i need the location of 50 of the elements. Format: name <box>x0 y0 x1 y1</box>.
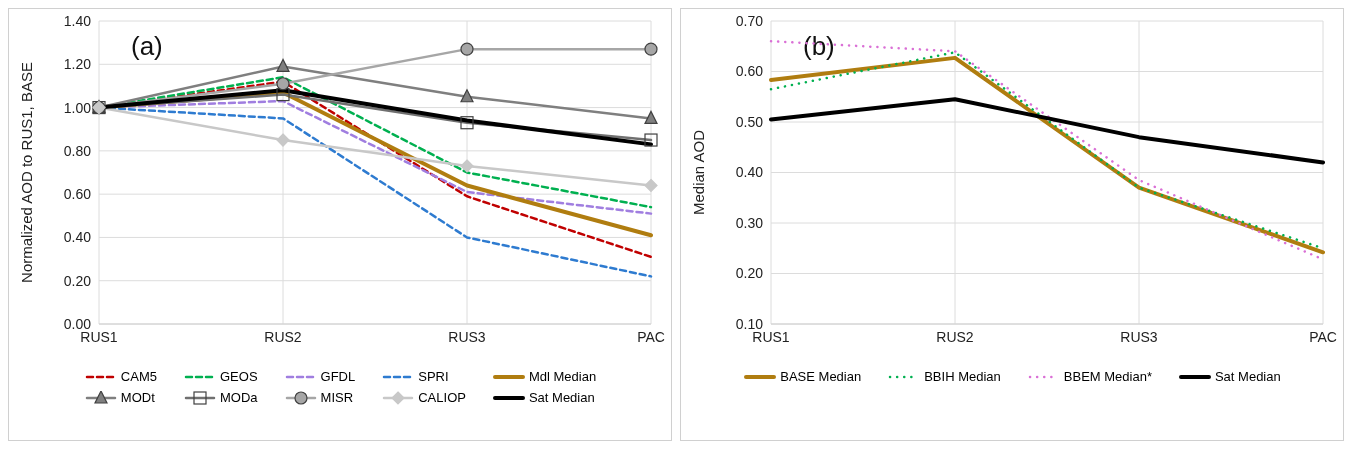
point <box>644 133 658 147</box>
legend-label: CALIOP <box>418 390 466 405</box>
y-tick-label: 1.00 <box>63 99 92 116</box>
point <box>276 58 290 73</box>
point <box>644 42 658 56</box>
y-tick-label: 1.20 <box>63 56 92 73</box>
x-tick-label: PAC <box>1309 328 1337 345</box>
legend-label: Sat Median <box>528 390 595 405</box>
y-tick-label: 0.60 <box>735 63 764 80</box>
point <box>460 89 474 103</box>
legend-label: GFDL <box>320 369 356 384</box>
legend-label: BASE Median <box>780 369 862 384</box>
legend-label: BBEM Median* <box>1063 369 1152 384</box>
legend-label: GEOS <box>219 369 258 384</box>
legend-label: CAM5 <box>120 369 157 384</box>
y-tick-label: 0.40 <box>735 164 764 181</box>
annotation: (b) <box>803 31 835 61</box>
point <box>460 159 474 173</box>
legend-label: Sat Median <box>1214 369 1281 384</box>
point <box>644 178 658 193</box>
y-tick-label: 0.20 <box>63 272 92 289</box>
y-tick-label: 0.60 <box>63 186 92 203</box>
point <box>276 133 290 147</box>
y-tick-label: 0.30 <box>735 214 764 231</box>
y-tick-label: 0.40 <box>63 229 92 246</box>
legend-label: MODt <box>120 390 155 405</box>
point <box>276 87 290 102</box>
point <box>460 116 474 130</box>
y-axis-title: Median AOD <box>690 129 708 216</box>
y-tick-label: 0.80 <box>63 142 92 159</box>
x-tick-label: RUS3 <box>1120 328 1158 345</box>
point <box>276 77 290 91</box>
x-tick-label: PAC <box>637 328 665 345</box>
y-tick-label: 0.50 <box>735 113 764 130</box>
legend-label: SPRI <box>418 369 449 384</box>
y-axis-title: Normalized AOD to RUS1, BASE <box>18 62 36 283</box>
point <box>644 110 658 124</box>
line-series <box>769 97 1325 165</box>
annotation: (a) <box>131 31 163 61</box>
y-tick-label: 0.20 <box>735 265 764 282</box>
y-tick-label: 1.40 <box>63 12 92 29</box>
legend-label: MISR <box>320 390 354 405</box>
legend-label: MODa <box>219 390 258 405</box>
legend-label: Mdl Median <box>528 369 597 384</box>
point <box>460 42 474 56</box>
legend-label: BBIH Median <box>924 369 1001 384</box>
x-tick-label: RUS2 <box>936 328 974 345</box>
x-tick-label: RUS2 <box>264 328 302 345</box>
x-tick-label: RUS3 <box>448 328 486 345</box>
y-tick-label: 0.70 <box>735 12 764 29</box>
